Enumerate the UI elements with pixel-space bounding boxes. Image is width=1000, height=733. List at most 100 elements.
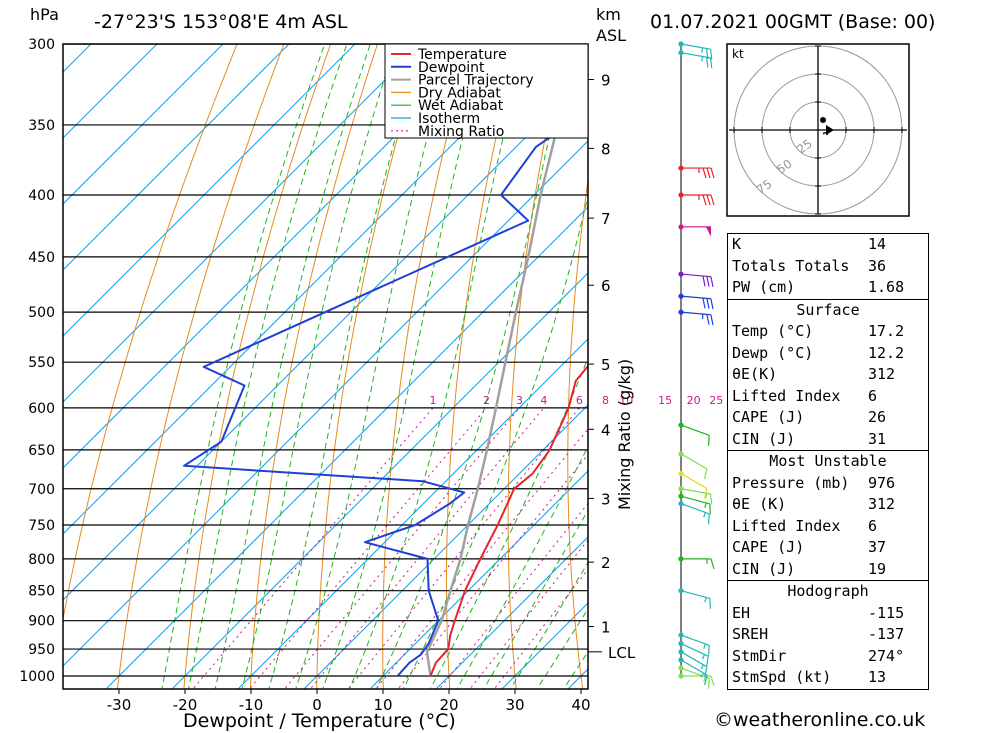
isotherm [369, 470, 588, 689]
index-label: CAPE (J) [732, 538, 805, 556]
barb-flag [710, 558, 715, 570]
pressure-tick-label: 400 [28, 188, 55, 204]
mixing-ratio-line [438, 502, 588, 689]
barb-dot [678, 588, 684, 594]
barb-half-flag [701, 56, 704, 62]
index-label: EH [732, 603, 751, 622]
credit: ©weatheronline.co.uk [714, 709, 926, 731]
index-row: Temp (°C) 17.2 [728, 321, 928, 343]
mixing-ratio-axis-label: Mixing Ratio (g/kg) [615, 359, 634, 510]
wet-adiabat [161, 44, 326, 689]
barb-dot [678, 224, 684, 230]
wet-adiabat [348, 44, 527, 689]
barb-dot [678, 50, 684, 56]
mixing-ratio-label: 1 [429, 394, 436, 407]
index-value: 17.2 [868, 322, 905, 340]
dry-adiabat [63, 44, 238, 622]
surface-indices: Surface Temp (°C) 17.2 Dewp (°C) 12.2 θE(K) 3… [728, 298, 928, 451]
isotherm [435, 536, 588, 689]
barb-flag [706, 194, 711, 206]
index-label: θE(K) [732, 365, 778, 383]
index-row: Lifted Index 6 [728, 516, 928, 538]
barb-flag [703, 488, 708, 499]
barb-dot [678, 665, 684, 671]
barb-staff [680, 473, 708, 490]
index-label: Lifted Index [732, 516, 841, 535]
plot-frame [62, 43, 589, 690]
index-label: Temp (°C) [732, 322, 814, 340]
barb-flag [706, 656, 709, 667]
mixing-ratio-label: 8 [602, 394, 609, 407]
barb-half-flag [703, 643, 706, 649]
temperature-tick-label: -30 [107, 696, 132, 714]
temperature-line [429, 364, 588, 677]
index-value: 26 [868, 408, 887, 426]
hodograph-indices: Hodograph EH -115 SREH -137 StmDir 274° StmSpd… [728, 580, 928, 689]
index-value: 13 [868, 668, 887, 686]
mixing-ratio-label: 2 [483, 394, 490, 407]
barb-staff [680, 642, 709, 657]
hodograph-unit: kt [732, 47, 744, 61]
legend-entry: Dewpoint [418, 60, 485, 76]
pressure-tick-label: 650 [28, 443, 55, 459]
barb-staff [680, 590, 711, 600]
mixing-ratio-label: 4 [540, 394, 547, 407]
index-value: 19 [868, 559, 887, 578]
barb-half-flag [700, 672, 705, 678]
dewpoint-line [183, 44, 588, 677]
wet-adiabat [241, 44, 396, 689]
barb-flag [703, 674, 708, 686]
legend-entry: Mixing Ratio [418, 124, 504, 140]
wind-barb [678, 649, 708, 678]
pressure-tick-label: 950 [28, 642, 55, 658]
barb-pennant [706, 226, 711, 237]
temperature-tick-label: 30 [505, 696, 524, 714]
index-value: 36 [868, 256, 887, 275]
wind-barb [678, 500, 710, 525]
index-row: Dewp (°C) 12.2 [728, 343, 928, 365]
wind-barb [678, 293, 714, 310]
wind-barb [678, 192, 715, 206]
hodograph-title: Hodograph [787, 582, 869, 600]
barb-dot [678, 500, 684, 507]
index-value: 14 [868, 235, 887, 253]
height-tick-label: 5 [601, 356, 611, 374]
barb-staff [680, 311, 711, 316]
barb-dot [678, 470, 684, 477]
barb-flag [709, 57, 713, 69]
wind-barb [678, 470, 708, 499]
legend-entry: Temperature [417, 47, 507, 63]
mixing-ratio-line [397, 453, 588, 689]
barb-dot [678, 271, 684, 277]
legend-entry: Dry Adiabat [418, 85, 501, 101]
wind-barb [678, 556, 715, 570]
barb-flag [707, 645, 710, 656]
index-label: θE (K) [732, 495, 787, 513]
wind-barb [678, 224, 711, 237]
barb-dot [678, 422, 684, 428]
mixing-ratio-label: 3 [516, 394, 523, 407]
isotherm [63, 44, 224, 205]
index-value: 12.2 [868, 343, 905, 362]
barb-half-flag [704, 502, 707, 508]
wet-adiabat [295, 44, 454, 689]
index-value: 976 [868, 473, 896, 492]
barb-dot [678, 41, 684, 47]
index-row: Pressure (mb) 976 [728, 473, 928, 495]
height-tick-label: 6 [601, 277, 611, 295]
dry-adiabat [507, 44, 566, 689]
barb-flag [710, 194, 715, 206]
index-value: 6 [868, 386, 878, 405]
dry-adiabat [249, 44, 379, 689]
indices-table: K 14 Totals Totals 36 PW (cm) 1.68 Surface Te… [727, 233, 929, 690]
index-label: StmSpd (kt) [732, 668, 832, 686]
dry-adiabat [626, 8, 665, 702]
barb-flag [706, 48, 709, 59]
barb-dot [678, 486, 684, 492]
index-label: Pressure (mb) [732, 473, 850, 492]
isotherm [63, 44, 356, 337]
barb-half-flag [704, 597, 707, 603]
height-tick-label: 2 [601, 554, 611, 572]
